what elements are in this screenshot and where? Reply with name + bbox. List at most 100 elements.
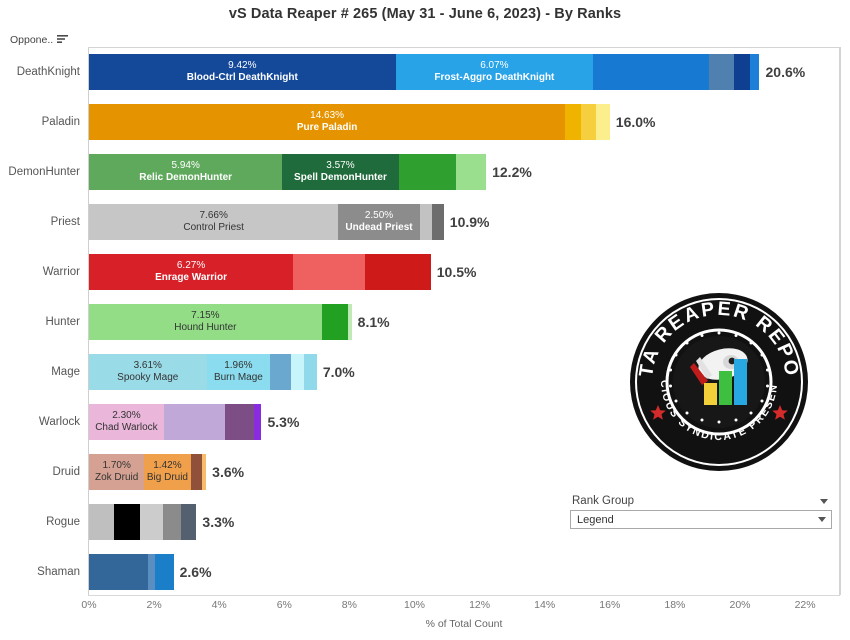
stacked-bar[interactable]: 2.30% Chad Warlock xyxy=(89,404,262,440)
logo-star-icon xyxy=(650,405,788,420)
data-reaper-report-logo: DATA REAPER REPORT VICIOUS SYNDICATE PRE… xyxy=(620,274,810,473)
bar-segment[interactable]: 2.50% Undead Priest xyxy=(338,204,420,240)
bar-segment[interactable] xyxy=(201,454,207,490)
row-total-label: 16.0% xyxy=(615,114,656,130)
bar-segment[interactable]: 6.27% Enrage Warrior xyxy=(89,254,294,290)
segment-label: Spell DemonHunter xyxy=(294,172,387,183)
bar-segment[interactable] xyxy=(593,54,709,90)
bar-segment[interactable] xyxy=(89,554,148,590)
bar-segment[interactable] xyxy=(225,404,255,440)
bar-segment[interactable]: 3.61% Spooky Mage xyxy=(89,354,207,390)
bar-segment[interactable]: 1.42% Big Druid xyxy=(144,454,191,490)
stacked-bar[interactable] xyxy=(89,554,174,590)
x-axis-tick: 6% xyxy=(276,599,292,611)
bar-segment[interactable]: 2.30% Chad Warlock xyxy=(89,404,164,440)
bar-segment[interactable] xyxy=(291,354,305,390)
bar-segment[interactable]: 1.96% Burn Mage xyxy=(206,354,271,390)
bar-segment[interactable] xyxy=(154,554,174,590)
chevron-down-icon[interactable] xyxy=(820,498,828,504)
stacked-bar[interactable]: 1.70% Zok Druid 1.42% Big Druid xyxy=(89,454,207,490)
segment-percent: 14.63% xyxy=(310,110,345,121)
sort-descending-icon[interactable] xyxy=(57,34,69,44)
bar-segment[interactable] xyxy=(398,154,457,190)
stacked-bar[interactable]: 5.94% Relic DemonHunter 3.57% Spell DemonHu… xyxy=(89,154,487,190)
filter-caption-label: Oppone.. xyxy=(10,34,54,46)
rank-group-selected-value: Legend xyxy=(577,513,614,526)
rank-group-select[interactable]: Legend xyxy=(570,510,832,529)
chevron-down-icon[interactable] xyxy=(818,517,826,522)
bar-segment[interactable] xyxy=(734,54,751,90)
category-label: Warrior xyxy=(42,266,80,278)
segment-label: Spooky Mage xyxy=(117,372,179,383)
stacked-bar[interactable] xyxy=(89,504,197,540)
bar-segment[interactable] xyxy=(89,504,115,540)
bar-row: Mage 3.61% Spooky Mage 1.96% Burn Mage 7.0% xyxy=(0,347,850,397)
x-axis-tick: 8% xyxy=(341,599,357,611)
bar-segment[interactable] xyxy=(181,504,197,540)
bar-segment[interactable] xyxy=(419,204,433,240)
rank-group-panel: Rank Group Legend xyxy=(570,495,832,529)
bar-row: DeathKnight 9.42% Blood-Ctrl DeathKnight 6.… xyxy=(0,47,850,97)
bar-segment[interactable] xyxy=(348,304,352,340)
bar-segment[interactable] xyxy=(139,504,164,540)
bar-segment[interactable] xyxy=(456,154,487,190)
segment-percent: 2.30% xyxy=(112,410,141,421)
bar-segment[interactable]: 7.15% Hound Hunter xyxy=(89,304,322,340)
segment-label: Blood-Ctrl DeathKnight xyxy=(186,72,298,83)
bar-segment[interactable]: 14.63% Pure Paladin xyxy=(89,104,566,140)
segment-label: Undead Priest xyxy=(345,222,413,233)
bar-segment[interactable] xyxy=(321,304,349,340)
stacked-bar[interactable]: 7.66% Control Priest 2.50% Undead Priest xyxy=(89,204,444,240)
x-axis-tick: 20% xyxy=(729,599,751,611)
stacked-bar[interactable]: 3.61% Spooky Mage 1.96% Burn Mage xyxy=(89,354,317,390)
row-total-label: 5.3% xyxy=(267,414,300,430)
stacked-bar[interactable]: 9.42% Blood-Ctrl DeathKnight 6.07% Frost-Ag… xyxy=(89,54,760,90)
bar-segment[interactable] xyxy=(147,554,155,590)
x-axis-tick: 12% xyxy=(469,599,491,611)
bar-segment[interactable] xyxy=(304,354,317,390)
bar-segment[interactable] xyxy=(190,454,202,490)
bar-segment[interactable]: 5.94% Relic DemonHunter xyxy=(89,154,283,190)
segment-label: Relic DemonHunter xyxy=(139,172,233,183)
bar-segment[interactable] xyxy=(293,254,365,290)
stacked-bar[interactable]: 7.15% Hound Hunter xyxy=(89,304,352,340)
row-total-label: 10.9% xyxy=(449,214,490,230)
category-label: Priest xyxy=(50,216,80,228)
bar-segment[interactable] xyxy=(364,254,431,290)
bar-segment[interactable]: 9.42% Blood-Ctrl DeathKnight xyxy=(89,54,396,90)
filter-caption[interactable]: Oppone.. xyxy=(10,34,69,46)
bar-segment[interactable] xyxy=(254,404,262,440)
bar-segment[interactable] xyxy=(565,104,582,140)
bar-segment[interactable] xyxy=(114,504,140,540)
category-label: Mage xyxy=(51,366,80,378)
segment-label: Enrage Warrior xyxy=(155,272,227,283)
bar-segment[interactable] xyxy=(750,54,760,90)
segment-label: Pure Paladin xyxy=(296,122,358,133)
rank-group-header: Rank Group xyxy=(570,495,832,510)
bar-segment[interactable] xyxy=(596,104,610,140)
segment-label: Control Priest xyxy=(183,222,244,233)
row-total-label: 7.0% xyxy=(322,364,355,380)
bar-segment[interactable]: 6.07% Frost-Aggro DeathKnight xyxy=(395,54,594,90)
category-label: Paladin xyxy=(41,116,80,128)
segment-percent: 9.42% xyxy=(228,60,257,71)
bar-segment[interactable] xyxy=(581,104,597,140)
bar-segment[interactable] xyxy=(708,54,735,90)
segment-percent: 1.42% xyxy=(153,460,182,471)
x-axis-tick: 0% xyxy=(81,599,97,611)
bar-segment[interactable]: 7.66% Control Priest xyxy=(89,204,339,240)
stacked-bar[interactable]: 6.27% Enrage Warrior xyxy=(89,254,431,290)
bar-segment[interactable] xyxy=(432,204,444,240)
x-axis-tick: 4% xyxy=(211,599,227,611)
bar-segment[interactable] xyxy=(270,354,292,390)
stacked-bar[interactable]: 14.63% Pure Paladin xyxy=(89,104,610,140)
category-label: Warlock xyxy=(38,416,80,428)
bar-row: Shaman 2.6% xyxy=(0,547,850,597)
segment-percent: 3.61% xyxy=(133,360,162,371)
bar-segment[interactable] xyxy=(163,504,182,540)
bar-segment[interactable]: 1.70% Zok Druid xyxy=(89,454,145,490)
segment-label: Hound Hunter xyxy=(174,322,237,333)
bar-segment[interactable]: 3.57% Spell DemonHunter xyxy=(282,154,399,190)
segment-label: Burn Mage xyxy=(213,372,263,383)
bar-segment[interactable] xyxy=(163,404,226,440)
